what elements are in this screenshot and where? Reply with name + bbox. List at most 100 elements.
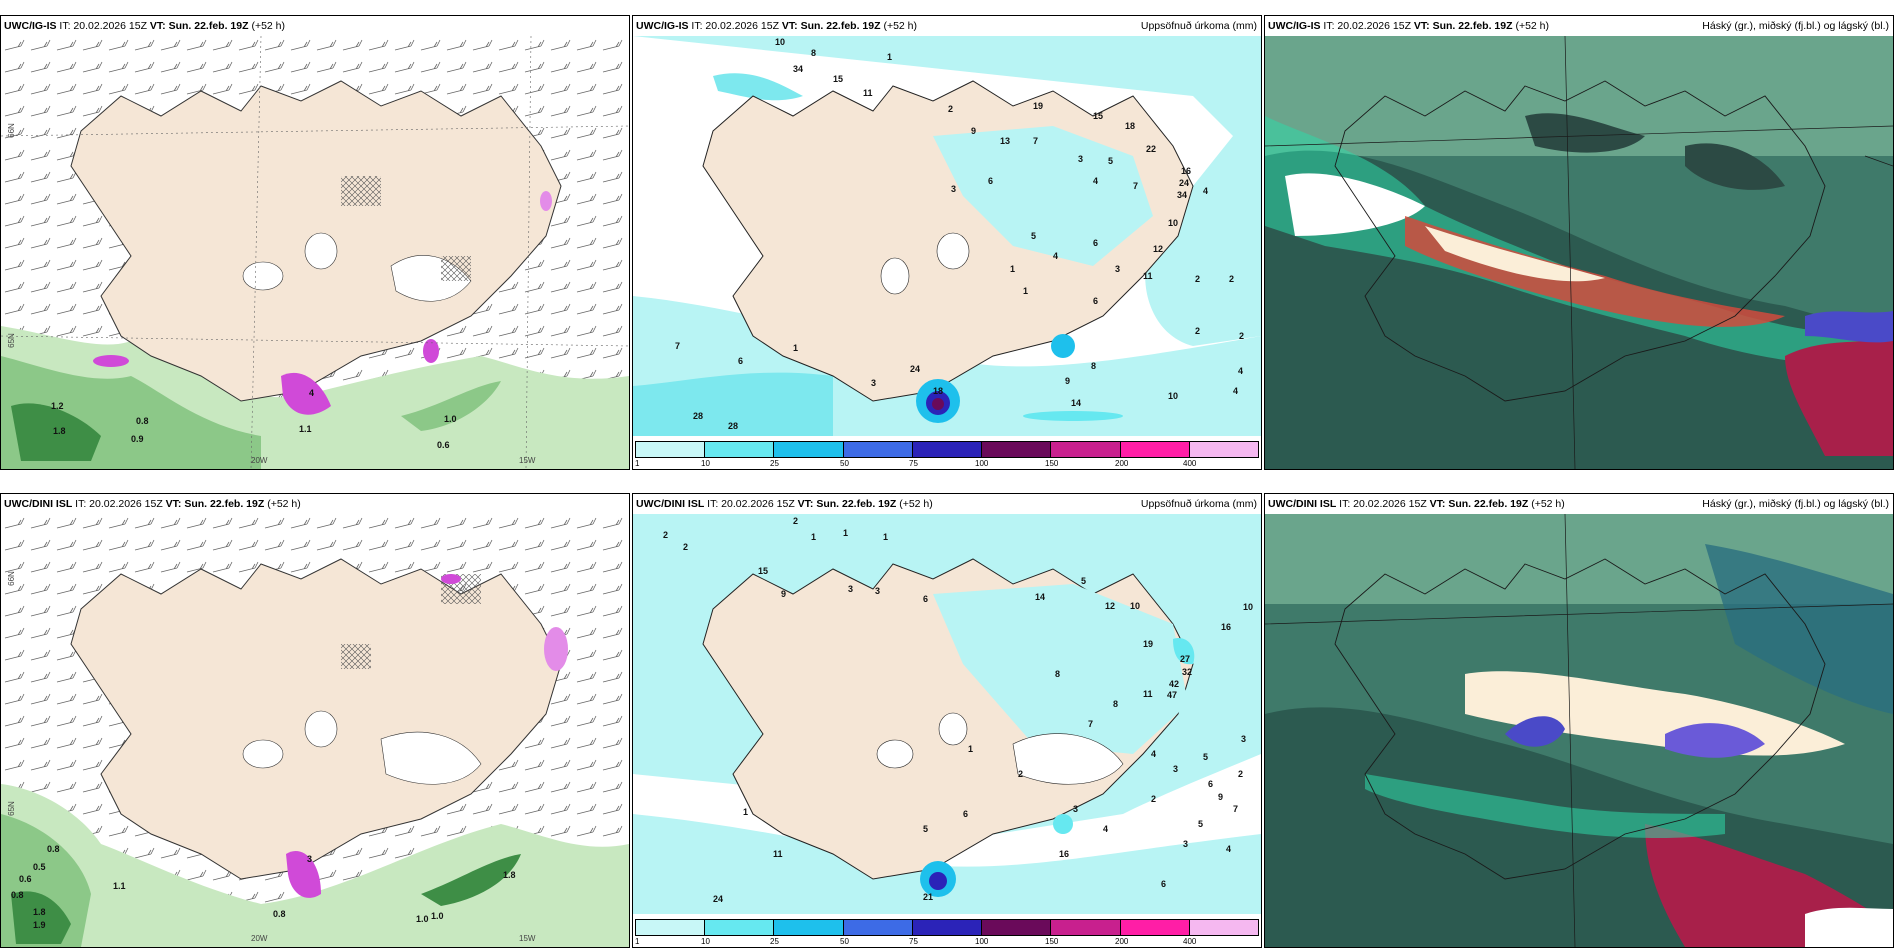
precip-value: 5 (923, 824, 929, 834)
panel-header: UWC/IG-IS IT: 20.02.2026 15Z VT: Sun. 22… (633, 16, 1261, 36)
legend-tick: 1 (635, 459, 640, 468)
init-time: IT: 20.02.2026 15Z (1323, 20, 1411, 32)
precip-value: 7 (1033, 136, 1039, 146)
precip-value: 3 (1073, 804, 1079, 814)
legend-tick: 10 (701, 459, 710, 468)
legend-tick: 150 (1045, 937, 1059, 946)
precip-value: 47 (1167, 690, 1178, 700)
model-name: UWC/DINI ISL (636, 498, 705, 510)
precip-value: 12 (1153, 244, 1164, 254)
precip-value: 4 (1053, 251, 1059, 261)
legend-tick: 200 (1115, 937, 1129, 946)
wind-value: 1.0 (431, 911, 444, 921)
legend-tick: 1 (635, 937, 640, 946)
precip-value: 22 (1146, 144, 1157, 154)
precip-value: 2 (1238, 769, 1244, 779)
wind-value: 1.8 (503, 870, 516, 880)
legend-swatch (982, 442, 1052, 457)
panel-field-title: Háský (gr.), miðský (fj.bl.) og lágský (… (1702, 20, 1889, 32)
init-time: IT: 20.02.2026 15Z (75, 498, 163, 510)
lat-label: 66N (6, 123, 16, 138)
panel-field-title: Uppsöfnuð úrkoma (mm) (1140, 20, 1257, 32)
lead-time: (+52 h) (267, 498, 301, 510)
wind-value: 0.6 (19, 874, 32, 884)
precip-value: 19 (1033, 101, 1044, 111)
precip-value: 6 (1161, 879, 1167, 889)
precip-value: 1 (968, 744, 974, 754)
precip-value: 1 (887, 52, 893, 62)
precip-value: 2 (683, 542, 689, 552)
precip-value: 6 (1093, 238, 1099, 248)
precip-value: 24 (713, 894, 724, 904)
precip-value: 5 (1081, 576, 1087, 586)
wind-value: 0.8 (136, 416, 149, 426)
valid-time: VT: Sun. 22.feb. 19Z (797, 498, 897, 510)
precip-value: 1 (883, 532, 889, 542)
wind-value: 1.0 (416, 914, 429, 924)
init-time: IT: 20.02.2026 15Z (1339, 498, 1427, 510)
precip-value: 19 (1143, 639, 1154, 649)
precip-value: 5 (1108, 156, 1114, 166)
legend-tick: 10 (701, 937, 710, 946)
lon-label: 20W (251, 456, 268, 465)
legend-tick: 100 (975, 937, 989, 946)
map-panel-clouds-bottom: UWC/DINI ISL IT: 20.02.2026 15Z VT: Sun.… (1264, 493, 1894, 948)
init-time: IT: 20.02.2026 15Z (691, 20, 779, 32)
legend-colorbar (635, 441, 1259, 458)
wind-value: 1.8 (53, 426, 66, 436)
precip-value: 3 (1078, 154, 1084, 164)
lon-label: 20W (251, 934, 268, 943)
legend-tick: 100 (975, 459, 989, 468)
legend-tick: 400 (1183, 459, 1197, 468)
precip-value: 5 (1031, 231, 1037, 241)
precip-value: 2 (1018, 769, 1024, 779)
precip-value: 7 (1133, 181, 1139, 191)
legend-tick: 400 (1183, 937, 1197, 946)
panel-field-title: Uppsöfnuð úrkoma (mm) (1140, 498, 1257, 510)
model-name: UWC/IG-IS (4, 20, 57, 32)
precip-legend: 1 10 25 50 75 100 150 200 400 (635, 919, 1259, 946)
precip-value: 7 (1088, 719, 1094, 729)
precip-value: 27 (1180, 654, 1191, 664)
precip-value: 7 (1233, 804, 1239, 814)
precip-value: 16 (1221, 622, 1232, 632)
legend-swatch (705, 442, 775, 457)
precip-value: 10 (775, 37, 786, 47)
precip-value: 6 (923, 594, 929, 604)
legend-swatch (1189, 920, 1258, 935)
init-time: IT: 20.02.2026 15Z (707, 498, 795, 510)
legend-tick: 150 (1045, 459, 1059, 468)
precip-value: 12 (1105, 601, 1116, 611)
precip-value: 4 (1093, 176, 1099, 186)
wind-value: 0.9 (131, 434, 144, 444)
precip-value: 8 (1091, 361, 1097, 371)
init-time: IT: 20.02.2026 15Z (59, 20, 147, 32)
legend-colorbar (635, 919, 1259, 936)
legend-swatch (1189, 442, 1258, 457)
precip-value: 6 (1208, 779, 1214, 789)
valid-time: VT: Sun. 22.feb. 19Z (1413, 20, 1513, 32)
precip-value: 2 (1151, 794, 1157, 804)
precip-value: 5 (1203, 752, 1209, 762)
precip-value: 28 (728, 421, 739, 431)
lead-time: (+52 h) (251, 20, 286, 32)
precip-value: 10 (1168, 391, 1179, 401)
precip-value: 10 (1168, 218, 1179, 228)
lead-time: (+52 h) (1531, 498, 1565, 510)
legend-tick: 50 (840, 459, 849, 468)
legend-swatch (912, 920, 983, 935)
precip-value: 3 (848, 584, 854, 594)
precip-value: 21 (923, 892, 934, 902)
lat-label: 66N (6, 571, 16, 586)
legend-tick: 75 (909, 459, 918, 468)
precip-value: 13 (1000, 136, 1011, 146)
panel-header: UWC/IG-IS IT: 20.02.2026 15Z VT: Sun. 22… (1265, 16, 1893, 36)
precip-value: 3 (1183, 839, 1189, 849)
panel-header: UWC/DINI ISL IT: 20.02.2026 15Z VT: Sun.… (633, 494, 1261, 514)
precip-value: 4 (1103, 824, 1109, 834)
precip-value: 9 (1218, 792, 1224, 802)
precip-value: 4 (1226, 844, 1232, 854)
precip-value: 2 (1195, 274, 1201, 284)
legend-swatch (1120, 920, 1190, 935)
precip-value: 8 (1113, 699, 1119, 709)
